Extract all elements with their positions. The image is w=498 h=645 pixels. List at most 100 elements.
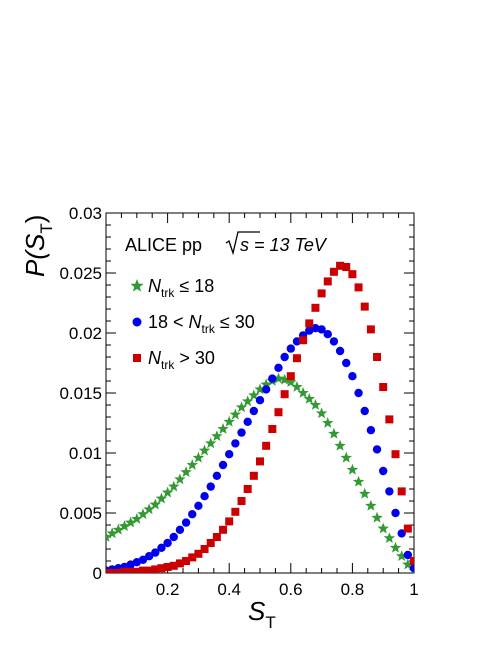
data-point-square [360,302,369,311]
data-point-circle [274,363,283,372]
data-point-circle [255,396,265,405]
data-point-square [280,390,289,399]
data-point-star [402,558,414,570]
data-point-star [205,437,217,449]
data-point-square [243,485,252,493]
legend-high-post: > 30 [174,348,215,368]
data-point-square [212,533,221,541]
data-point-star [235,401,248,413]
data-point-circle [163,538,172,548]
data-point-star [248,389,260,401]
data-point-square [175,559,184,568]
data-point-square [410,557,414,565]
data-point-square [231,507,240,516]
data-point-star [161,486,174,498]
data-point-circle [181,518,191,527]
legend-marker-star [130,279,144,292]
annotation-part1: ALICE pp [125,235,202,255]
legend-label-high: Ntrk > 30 [148,348,215,372]
legend: Ntrk ≤ 18 18 < Ntrk ≤ 30 Ntrk > 30 [130,276,255,372]
data-point-square [385,415,394,424]
data-point-square [206,539,215,547]
data-point-circle [194,501,203,510]
data-point-star [174,473,186,485]
data-point-square [397,487,406,496]
data-point-star [272,372,285,384]
data-point-square [311,303,320,312]
data-point-square [391,450,400,459]
data-point-circle [188,510,197,519]
data-point-circle [280,352,289,362]
data-point-square [200,545,209,553]
data-point-star [149,498,161,510]
data-point-star [192,451,205,463]
data-point-star [315,407,328,419]
data-point-star [168,480,180,492]
data-point-star [137,508,149,520]
data-point-circle [379,466,388,476]
data-point-square [366,325,375,334]
data-point-circle [360,406,369,416]
data-point-star [229,408,242,420]
data-point-square [256,457,264,466]
data-point-star [389,541,402,553]
data-point-circle [175,525,185,534]
data-point-circle [348,372,357,381]
data-point-square [120,567,129,573]
data-point-star [328,427,340,439]
data-point-star [186,459,198,470]
data-point-star [359,487,371,499]
data-point-square [106,569,110,573]
data-point-circle [237,428,246,437]
data-point-square [342,263,351,271]
data-point-star [143,503,155,515]
data-point-circle [385,487,394,496]
y-axis-title-sub: T [37,223,56,233]
data-point-star [322,417,334,428]
data-point-circle [212,471,222,480]
data-point-circle [169,532,178,542]
data-point-square [126,567,135,573]
data-point-circle [157,543,166,552]
data-point-square [305,319,314,328]
data-point-circle [329,337,339,346]
series-circle [106,324,414,573]
data-point-circle [403,550,413,560]
data-point-star [371,511,383,523]
sqrt-sign [225,231,260,256]
y-tick-label: 0.005 [59,504,102,523]
data-point-circle [268,374,277,383]
data-point-circle [138,555,148,564]
y-tick-label: 0.03 [69,204,102,223]
series-square [106,261,414,573]
data-point-square [163,563,172,571]
data-point-circle [317,325,326,334]
data-point-star [223,415,235,427]
data-point-star [106,531,112,542]
data-point-circle [144,552,154,561]
data-point-star [303,393,315,404]
data-point-star [340,451,352,463]
data-point-square [182,557,191,565]
legend-low-post: ≤ 18 [174,276,214,296]
data-point-square [132,567,141,573]
y-axis-title-close: ) [20,215,50,224]
data-point-square [108,569,117,573]
legend-entry-low: Ntrk ≤ 18 [130,276,214,300]
data-point-square [138,566,147,573]
x-axis-title: ST [248,596,276,632]
x-axis-title-sub: T [265,613,275,632]
data-point-star [365,499,377,511]
annotation-energy: s = 13 TeV [240,235,328,255]
data-point-square [225,517,234,526]
x-tick-label: 0.2 [156,580,180,599]
data-point-circle [151,548,160,557]
legend-label-low: Ntrk ≤ 18 [148,276,214,300]
data-point-square [336,261,345,270]
data-point-star [309,399,322,410]
legend-marker-square [133,354,141,362]
data-point-star [352,475,365,487]
data-point-square [354,283,363,292]
legend-mid-post: ≤ 30 [215,312,255,332]
